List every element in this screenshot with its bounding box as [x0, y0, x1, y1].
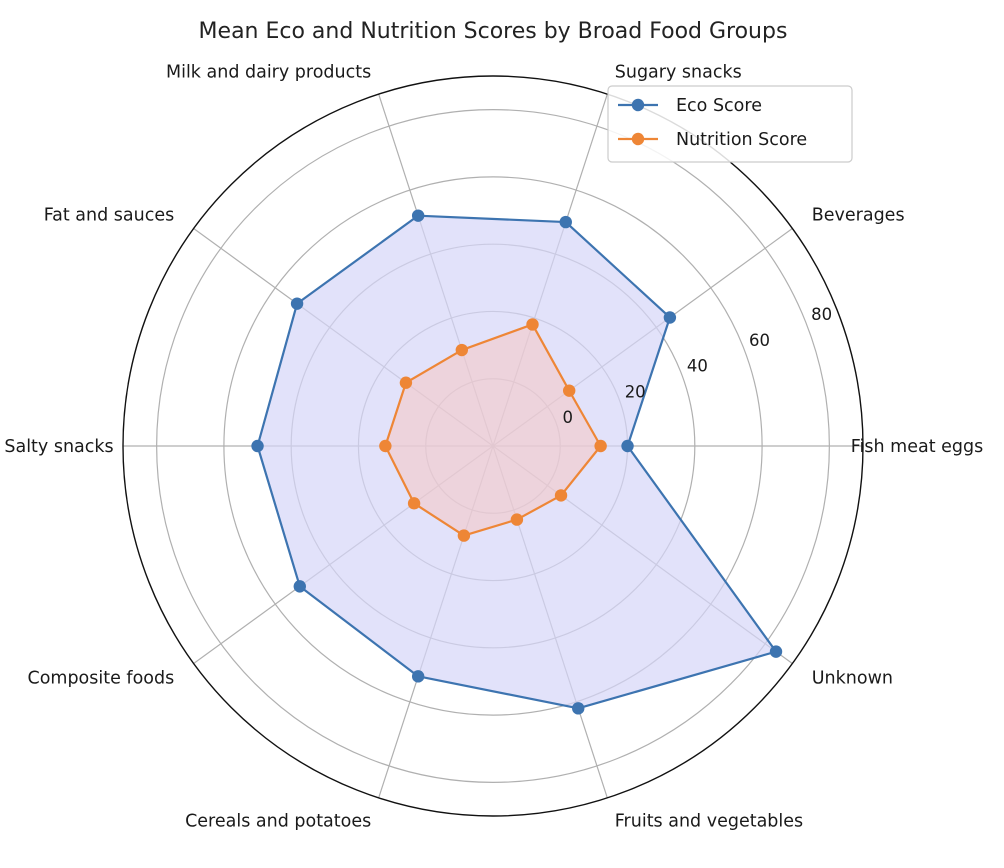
- data-point: [379, 439, 392, 453]
- category-label: Milk and dairy products: [166, 62, 371, 82]
- data-point: [562, 384, 576, 397]
- data-point: [457, 529, 471, 542]
- data-point: [399, 376, 413, 389]
- legend-label: Eco Score: [676, 96, 762, 116]
- data-point: [455, 343, 469, 357]
- data-point: [510, 513, 524, 526]
- data-point: [594, 439, 607, 453]
- legend-frame: [607, 85, 853, 163]
- radial-tick-label: 60: [749, 331, 770, 350]
- radial-tick-layer: 0 20 40 60 80: [563, 305, 833, 427]
- data-point: [411, 670, 425, 683]
- category-label: Composite foods: [27, 669, 174, 689]
- category-label: Fruits and vegetables: [615, 812, 803, 832]
- radial-tick-label: 80: [811, 305, 832, 324]
- legend-label: Nutrition Score: [676, 130, 807, 150]
- series-area: [385, 324, 601, 536]
- series-line-layer: [251, 209, 783, 715]
- data-point: [554, 489, 568, 502]
- data-point: [621, 439, 634, 453]
- data-point: [251, 439, 264, 453]
- data-point: [526, 318, 539, 331]
- category-label: Fish meat eggs: [851, 437, 984, 457]
- data-point: [663, 311, 677, 324]
- radial-tick-label: 40: [687, 357, 708, 376]
- category-label: Unknown: [812, 669, 893, 689]
- data-point: [769, 645, 783, 658]
- radial-tick-label: 0: [563, 408, 574, 427]
- legend-marker: [631, 132, 645, 146]
- category-label: Cereals and potatoes: [185, 812, 371, 832]
- category-label: Sugary snacks: [615, 62, 742, 82]
- data-point: [572, 702, 585, 715]
- polar-frame: [122, 75, 864, 817]
- data-point: [290, 297, 304, 310]
- legend-marker: [631, 98, 645, 112]
- data-point: [293, 580, 306, 593]
- data-point: [411, 209, 425, 222]
- series-fill-layer: [257, 215, 777, 709]
- category-label: Beverages: [812, 205, 905, 225]
- legend: Eco Score Nutrition Score: [607, 85, 853, 163]
- category-label-layer: Fish meat eggs Beverages Sugary snacks Milk…: [4, 62, 983, 831]
- data-point: [407, 497, 421, 510]
- radial-tick-label: 20: [625, 382, 646, 401]
- chart-title: Mean Eco and Nutrition Scores by Broad F…: [199, 19, 788, 44]
- category-label: Fat and sauces: [44, 205, 175, 225]
- data-point: [559, 215, 572, 229]
- category-label: Salty snacks: [4, 437, 113, 457]
